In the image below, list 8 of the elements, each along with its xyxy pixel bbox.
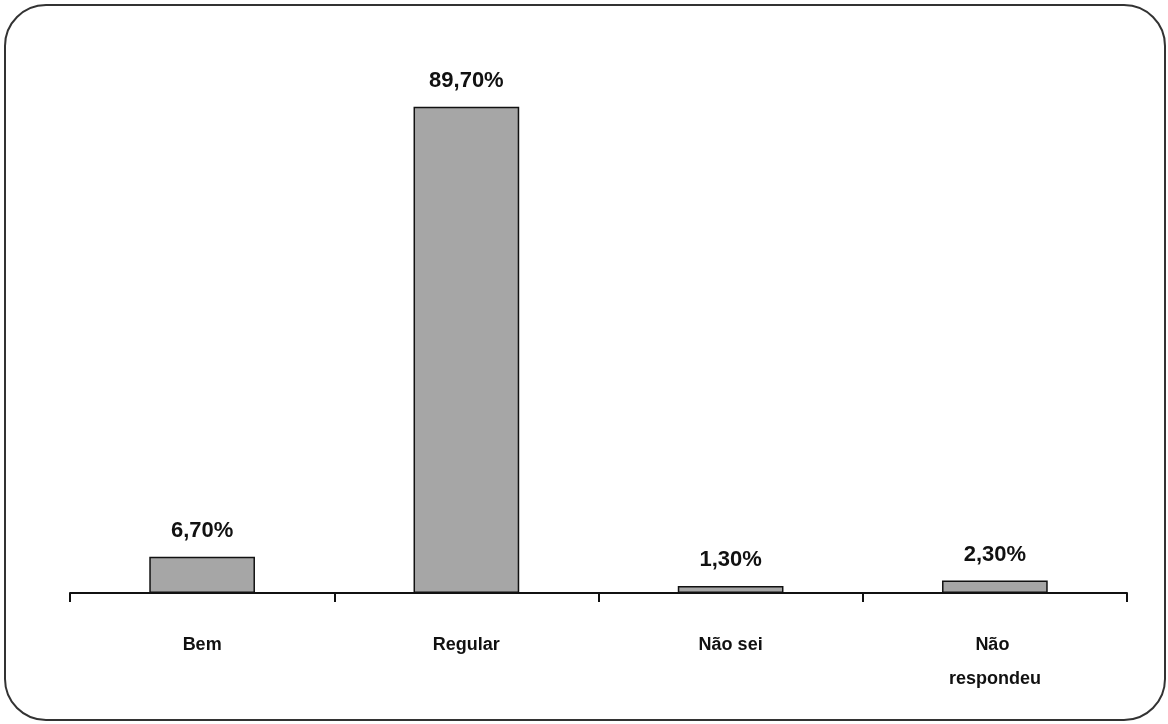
data-label: 6,70% xyxy=(170,517,234,543)
data-label: 89,70% xyxy=(429,67,504,93)
x-tick-label: Regular xyxy=(432,634,500,654)
x-tick-label: Bem xyxy=(182,634,222,654)
x-tick-label: Não sei xyxy=(698,634,763,654)
data-label: 2,30% xyxy=(963,541,1027,567)
data-label: 1,30% xyxy=(699,546,762,572)
x-tick-label: Não respondeu xyxy=(948,634,1041,688)
